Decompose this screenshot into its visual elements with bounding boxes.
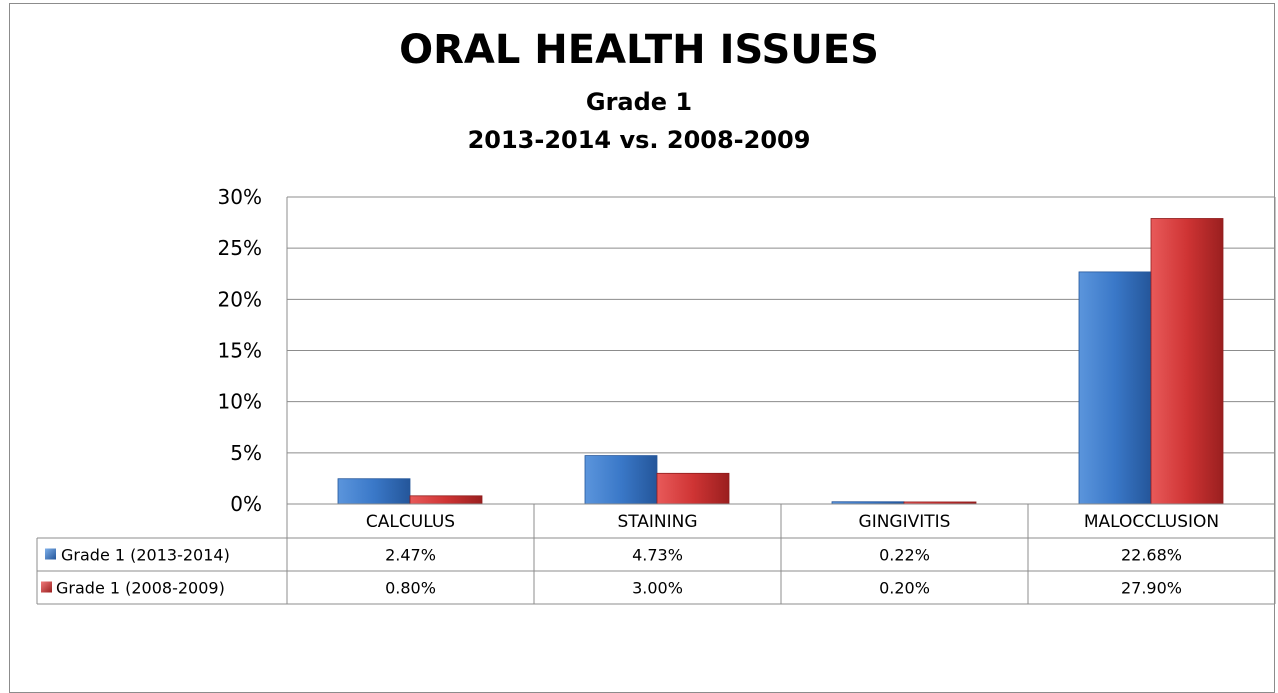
data-label: 0.22% (879, 546, 930, 565)
x-tick-label: STAINING (617, 512, 697, 532)
y-tick-label: 0% (230, 492, 262, 516)
y-tick-label: 30% (218, 185, 262, 209)
bar-grade-1-2013-2014--malocclusion (1078, 271, 1152, 505)
data-label: 0.80% (385, 579, 436, 598)
legend-key-red (41, 581, 52, 593)
data-label: 4.73% (632, 546, 683, 565)
y-tick-label: 5% (230, 441, 262, 465)
bar-grade-1-2013-2014--staining (584, 455, 658, 505)
data-label: 22.68% (1121, 546, 1182, 565)
y-tick-label: 10% (218, 390, 262, 414)
legend-entry: Grade 1 (2013-2014) (61, 546, 230, 565)
data-label: 27.90% (1121, 579, 1182, 598)
bar-grade-1-2008-2009--calculus (409, 495, 483, 505)
chart-subtitle-grade: Grade 1 (585, 88, 693, 116)
y-tick-label: 20% (218, 287, 262, 311)
data-label: 0.20% (879, 579, 930, 598)
chart-frame (9, 3, 1275, 693)
bar-grade-1-2013-2014--calculus (337, 478, 411, 505)
y-tick-label: 15% (218, 339, 262, 363)
bar-grade-1-2008-2009--malocclusion (1150, 218, 1224, 505)
chart-subtitle-years: 2013-2014 vs. 2008-2009 (467, 126, 811, 154)
x-tick-label: GINGIVITIS (859, 512, 951, 532)
data-label: 3.00% (632, 579, 683, 598)
bar-grade-1-2008-2009--staining (656, 472, 730, 505)
legend-entry: Grade 1 (2008-2009) (56, 579, 225, 598)
legend-key-blue (45, 548, 56, 560)
x-tick-label: CALCULUS (366, 512, 455, 532)
x-tick-label: MALOCCLUSION (1084, 512, 1219, 532)
data-label: 2.47% (385, 546, 436, 565)
y-tick-label: 25% (218, 236, 262, 260)
chart-title: ORAL HEALTH ISSUES (399, 27, 879, 73)
